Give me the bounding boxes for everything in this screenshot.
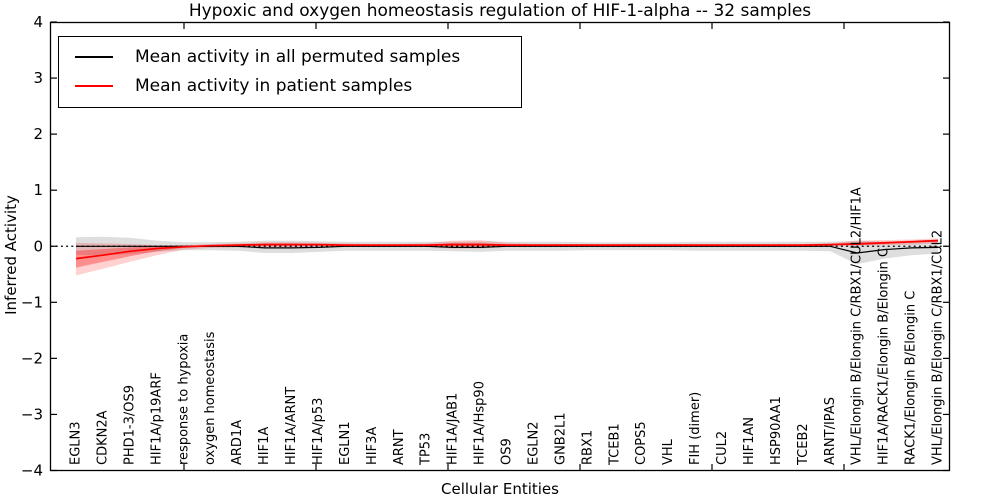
- x-category-label: COPS5: [634, 421, 649, 465]
- chart-title: Hypoxic and oxygen homeostasis regulatio…: [188, 1, 812, 21]
- x-category-label: HIF1A/ARNT: [284, 387, 299, 465]
- x-category-label: ARNT/IPAS: [823, 397, 838, 465]
- x-category-label: TCEB2: [796, 423, 811, 466]
- x-axis-title: Cellular Entities: [441, 480, 559, 498]
- legend-line-permuted-icon: [75, 55, 113, 58]
- y-tick-label: −4: [21, 461, 43, 479]
- x-category-label: HIF1AN: [742, 417, 757, 465]
- x-category-label: ARD1A: [230, 420, 245, 465]
- legend-entry-permuted: Mean activity in all permuted samples: [59, 42, 521, 71]
- x-category-label: CDKN2A: [95, 410, 110, 465]
- x-category-label: ARNT: [392, 429, 407, 465]
- y-tick-label: 0: [33, 237, 43, 255]
- legend-label-patient: Mean activity in patient samples: [135, 75, 413, 96]
- x-category-label: HIF1A/JAB1: [446, 393, 461, 465]
- x-category-label: oxygen homeostasis: [203, 331, 218, 465]
- y-tick-label: −3: [21, 405, 43, 423]
- x-category-label: response to hypoxia: [176, 334, 191, 465]
- x-category-label: HIF1A: [257, 427, 272, 465]
- x-category-label: CUL2: [715, 431, 730, 465]
- x-category-label: EGLN1: [338, 421, 353, 465]
- x-category-label: HSP90AA1: [769, 396, 784, 465]
- y-tick-label: −1: [21, 293, 43, 311]
- y-tick-label: 2: [33, 125, 43, 143]
- x-category-label: HIF1A/p53: [311, 398, 326, 465]
- x-category-label: VHL/Elongin B/Elongin C/RBX1/CUL2: [931, 230, 946, 465]
- x-category-label: TP53: [419, 433, 434, 466]
- y-tick-label: 1: [33, 181, 43, 199]
- x-category-label: GNB2L1: [553, 412, 568, 465]
- x-category-label: PHD1-3/OS9: [122, 385, 137, 465]
- legend-entry-patient: Mean activity in patient samples: [59, 71, 521, 100]
- x-category-label: VHL/Elongin B/Elongin C/RBX1/CUL2/HIF1A: [850, 187, 865, 465]
- x-category-label: EGLN3: [69, 421, 84, 465]
- x-category-label: TCEB1: [607, 423, 622, 466]
- legend-line-patient-icon: [75, 84, 113, 87]
- y-tick-label: −2: [21, 349, 43, 367]
- x-category-label: HIF1A/p19ARF: [149, 372, 164, 465]
- patient-mean-line: [75, 239, 939, 260]
- x-category-label: RBX1: [580, 430, 595, 465]
- y-axis-title: Inferred Activity: [2, 195, 20, 315]
- legend: Mean activity in all permuted samples Me…: [58, 36, 522, 108]
- legend-label-permuted: Mean activity in all permuted samples: [135, 46, 461, 67]
- x-category-label: RACK1/Elongin B/Elongin C: [904, 291, 919, 465]
- x-category-label: FIH (dimer): [688, 392, 703, 465]
- y-tick-label: 4: [33, 13, 43, 31]
- permuted-confidence-band: [76, 236, 938, 265]
- x-category-label: HIF1A/RACK1/Elongin B/Elongin C: [877, 248, 892, 465]
- x-category-label: EGLN2: [526, 421, 541, 465]
- x-category-label: VHL: [661, 438, 676, 465]
- x-category-label: OS9: [500, 438, 515, 465]
- x-category-label: HIF3A: [365, 427, 380, 465]
- y-tick-label: 3: [33, 69, 43, 87]
- x-category-label: HIF1A/Hsp90: [473, 381, 488, 465]
